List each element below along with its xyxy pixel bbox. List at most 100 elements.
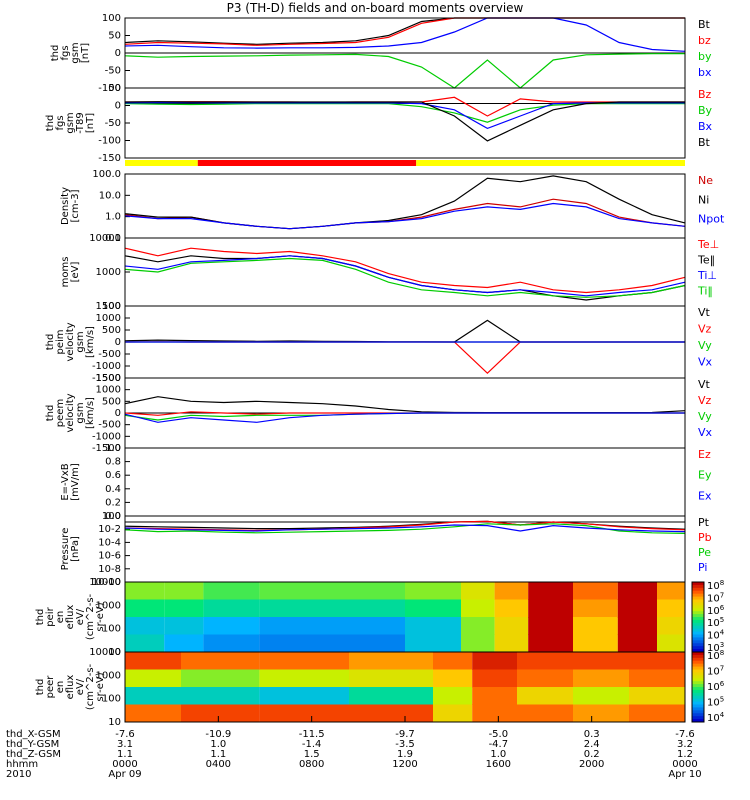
heatmap-cell	[405, 599, 461, 618]
ytick-label: 1000	[96, 313, 121, 324]
ytick-label: 100	[102, 511, 121, 522]
ylabel-line: thd	[35, 679, 46, 696]
colorbar-cell	[692, 678, 704, 682]
ytick-label: 0.6	[105, 470, 121, 481]
legend-Te‖: Te‖	[697, 254, 715, 267]
heatmap-cell	[657, 634, 685, 653]
ytick-label: 0.0	[105, 511, 121, 522]
series-Ne-line	[124, 198, 686, 230]
ytick-label: 500	[102, 325, 121, 336]
heatmap-cell	[494, 582, 529, 600]
colorbar-tick: 107	[707, 591, 724, 604]
ytick-label: -1500	[92, 373, 121, 384]
colorbar-cell	[692, 637, 704, 641]
legend-Ex: Ex	[698, 489, 712, 502]
ytick-label: -150	[98, 153, 121, 164]
heatmap-cell	[259, 687, 349, 705]
panel-2: thd fgs gsm -T89 [nT] 50 0 -50 -100 -150 Bz By Bx Bt	[45, 83, 713, 164]
heatmap-cell	[433, 669, 473, 688]
heatmap-cell	[517, 669, 573, 688]
xaxis-value: -7.6	[675, 729, 695, 740]
heatmap-cell	[629, 687, 685, 705]
heatmap-cell	[528, 617, 573, 635]
legend-bz: bz	[698, 34, 711, 47]
colorbar-frame	[691, 651, 705, 723]
legend-Bt: Bt	[698, 18, 711, 31]
heatmap-cell	[617, 617, 657, 635]
ylabel-line: sr-eV)	[95, 672, 106, 701]
ytick-label: 0.8	[105, 457, 121, 468]
ylabel-line: -T89	[75, 112, 86, 134]
xaxis-value: 2.4	[584, 739, 600, 750]
ytick-label: 0.1	[105, 233, 121, 244]
panel-3: Density [cm-3] 100.0 10.0 1.0 0.1 Ne Ni Npot	[60, 169, 725, 244]
series-Bt-line	[124, 101, 685, 142]
colorbar-cell	[692, 666, 704, 670]
ylabel-line: eV/	[75, 608, 86, 625]
xaxis-value: 0800	[299, 759, 324, 770]
ytick-label: 10.0	[99, 190, 121, 201]
ytick-label: 10000	[89, 647, 121, 658]
colorbar-cell	[692, 625, 704, 630]
xaxis-value: -11.5	[299, 729, 325, 740]
xaxis-value: 1.0	[490, 749, 506, 760]
colorbar-cell	[692, 654, 704, 659]
xaxis-value: -7.6	[115, 729, 135, 740]
ylabel-line: (cm^2-s-	[85, 663, 96, 710]
heatmap-cell	[181, 687, 260, 705]
colorbar-tick: 105	[707, 696, 724, 709]
colorbar-cell	[692, 605, 704, 609]
colorbar-tick: 105	[707, 616, 724, 629]
series-Pi-line	[124, 524, 686, 533]
xaxis-value: Apr 09	[108, 769, 141, 780]
colorbar-cell	[692, 716, 704, 720]
colorbar-tick: 107	[707, 665, 724, 678]
series-By-line	[124, 102, 685, 123]
xaxis-row-label: thd_Z-GSM	[6, 749, 61, 760]
heatmap-cell	[494, 599, 529, 618]
colorbar-tick: 106	[707, 680, 725, 693]
heatmap-cell	[125, 652, 181, 670]
series-Vt-line	[124, 396, 686, 414]
ytick-label: 100	[102, 301, 121, 312]
heatmap-cell	[203, 617, 260, 635]
ytick-label: 10-8	[98, 564, 121, 575]
xaxis-value: -4.7	[489, 739, 509, 750]
heatmap-cell	[528, 599, 573, 618]
legend-Ez: Ez	[698, 448, 711, 461]
ylabel-line: en	[55, 681, 66, 694]
mode-bar-segment	[197, 160, 417, 166]
colorbar-cell	[692, 599, 704, 603]
series-Bz-line	[125, 96, 685, 117]
legend-Vy: Vy	[698, 410, 712, 423]
ylabel-line: sr-eV)	[95, 602, 106, 631]
ytick-label: 500	[102, 396, 121, 407]
legend-Vz: Vz	[698, 323, 712, 336]
colorbar-cell	[692, 634, 704, 638]
ylabel-line: gsm	[65, 112, 76, 133]
ytick-label: 50	[108, 31, 121, 42]
ytick-label: 1000	[96, 670, 121, 681]
panel-5-ylabel: thd peim velocity gsm [km/s]	[45, 322, 96, 361]
ytick-label: -1500	[92, 443, 121, 454]
heatmap-cell	[573, 599, 618, 618]
ytick-label: 1000	[96, 600, 121, 611]
ylabel-line: eflux	[65, 675, 76, 700]
heatmap-cell	[461, 617, 495, 635]
series-by-line	[124, 53, 685, 89]
colorbar-cell	[692, 689, 704, 694]
heatmap-cell	[125, 617, 165, 635]
heatmap-cell	[433, 704, 473, 723]
series-bz-line	[124, 17, 685, 46]
figure-title: P3 (TH-D) fields and on-board moments ov…	[226, 1, 524, 15]
heatmap-cell	[472, 669, 517, 688]
panel-9-ylabel: thd peir en eflux eV/(cm^2-s-sr-eV)	[35, 593, 106, 640]
colorbar-cell	[692, 692, 704, 697]
heatmap-cell	[125, 669, 181, 688]
ylabel-line: velocity	[65, 322, 76, 361]
heatmap-cell	[517, 687, 573, 705]
ytick-label: 100.0	[92, 169, 121, 180]
ytick-label: 1000	[96, 267, 121, 278]
xaxis-value: 2000	[579, 759, 604, 770]
